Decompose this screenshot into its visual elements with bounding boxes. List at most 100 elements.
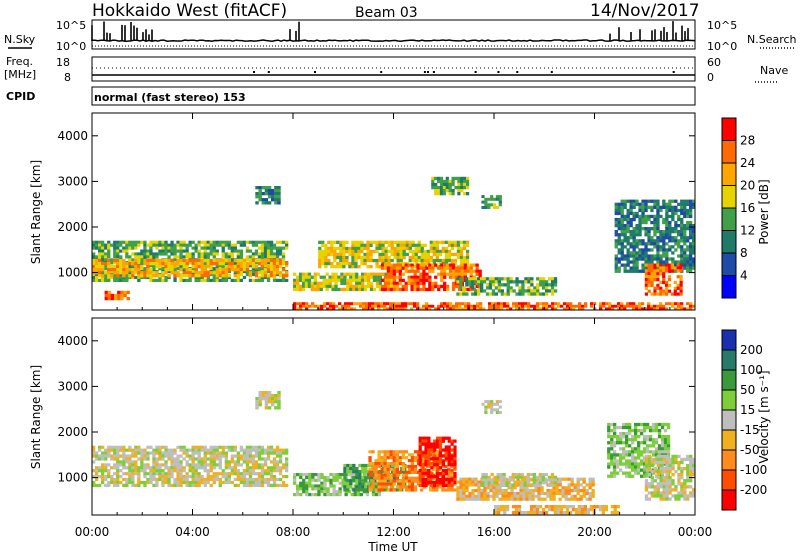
heatmap-cell: [233, 469, 237, 473]
heatmap-cell: [143, 448, 147, 452]
heatmap-cell: [107, 463, 111, 467]
heatmap-cell: [191, 255, 195, 259]
heatmap-cell: [484, 400, 488, 404]
heatmap-cell: [341, 307, 345, 311]
heatmap-cell: [617, 307, 621, 311]
heatmap-cell: [625, 422, 629, 427]
heatmap-cell: [188, 463, 192, 467]
heatmap-cell: [209, 451, 213, 455]
heatmap-cell: [650, 227, 654, 231]
heatmap-cell: [143, 262, 147, 266]
heatmap-cell: [176, 457, 180, 461]
heatmap-cell: [277, 397, 281, 401]
heatmap-cell: [245, 466, 250, 470]
heatmap-cell: [197, 252, 201, 256]
heatmap-cell: [659, 266, 663, 270]
heatmap-cell: [377, 488, 381, 492]
heatmap-cell: [107, 483, 111, 487]
heatmap-cell: [501, 477, 505, 481]
heatmap-cell: [553, 283, 558, 287]
heatmap-cell: [361, 281, 365, 285]
heatmap-cell: [305, 307, 309, 311]
heatmap-cell: [221, 249, 225, 253]
heatmap-cell: [482, 280, 487, 284]
heatmap-cell: [438, 252, 442, 257]
heatmap-cell: [200, 262, 204, 266]
heatmap-cell: [638, 214, 642, 219]
heatmap-cell: [521, 289, 525, 293]
heatmap-cell: [680, 217, 684, 222]
heatmap-cell: [355, 278, 359, 282]
heatmap-cell: [463, 192, 467, 196]
heatmap-cell: [230, 460, 234, 464]
heatmap-cell: [311, 487, 315, 491]
heatmap-cell: [432, 243, 436, 247]
heatmap-cell: [378, 246, 382, 251]
heatmap-cell: [650, 208, 654, 213]
heatmap-cell: [527, 280, 531, 284]
heatmap-cell: [242, 270, 247, 274]
heatmap-cell: [248, 258, 253, 263]
heatmap-cell: [236, 274, 240, 278]
heatmap-cell: [137, 469, 141, 473]
heatmap-cell: [444, 483, 448, 488]
heatmap-cell: [230, 252, 234, 256]
heatmap-cell: [416, 284, 420, 289]
heatmap-cell: [620, 230, 624, 234]
heatmap-cell: [402, 243, 406, 247]
heatmap-cell: [361, 482, 365, 486]
heatmap-cell: [588, 497, 592, 501]
heatmap-cell: [429, 249, 433, 254]
heatmap-cell: [617, 233, 621, 237]
heatmap-cell: [164, 454, 168, 458]
heatmap-cell: [433, 439, 437, 443]
heatmap-cell: [104, 246, 108, 250]
heatmap-cell: [619, 438, 623, 442]
heatmap-cell: [625, 462, 629, 466]
heatmap-cell: [500, 277, 504, 281]
heatmap-cell: [389, 266, 394, 270]
heatmap-cell: [361, 275, 365, 279]
heatmap-cell: [542, 277, 546, 281]
heatmap-cell: [519, 486, 523, 490]
heatmap-cell: [351, 265, 355, 269]
heatmap-cell: [245, 451, 250, 455]
nsky-label: N.Sky: [4, 33, 36, 46]
heatmap-cell: [524, 280, 528, 284]
heatmap-cell: [327, 240, 331, 244]
heatmap-cell: [350, 493, 354, 497]
heatmap-cell: [361, 272, 365, 276]
heatmap-cell: [224, 243, 228, 247]
heatmap-cell: [285, 483, 289, 487]
heatmap-cell: [274, 400, 278, 404]
heatmap-cell: [140, 275, 144, 280]
heatmap-cell: [416, 263, 420, 267]
heatmap-cell: [364, 467, 368, 471]
heatmap-cell: [128, 240, 132, 244]
heatmap-cell: [622, 471, 626, 475]
heatmap-cell: [233, 261, 237, 265]
heatmap-cell: [125, 265, 129, 269]
heatmap-cell: [453, 482, 457, 486]
heatmap-cell: [644, 263, 648, 267]
heatmap-cell: [352, 463, 356, 468]
heatmap-cell: [245, 457, 250, 461]
heatmap-cell: [659, 239, 663, 243]
heatmap-cell: [377, 459, 381, 463]
heatmap-cell: [482, 277, 487, 281]
heatmap-cell: [271, 403, 275, 407]
heatmap-cell: [632, 260, 636, 264]
heatmap-cell: [301, 281, 306, 285]
heatmap-cell: [680, 260, 684, 264]
heatmap-cell: [429, 453, 433, 457]
heatmap-cell: [422, 266, 426, 270]
noise-right-tick-top: 10^5: [707, 19, 737, 32]
heatmap-cell: [477, 280, 481, 284]
heatmap-cell: [607, 429, 611, 433]
heatmap-cell: [398, 287, 402, 292]
heatmap-cell: [333, 265, 337, 269]
heatmap-cell: [387, 240, 391, 244]
heatmap-cell: [98, 252, 102, 256]
heatmap-cell: [212, 445, 216, 449]
heatmap-cell: [236, 249, 240, 253]
